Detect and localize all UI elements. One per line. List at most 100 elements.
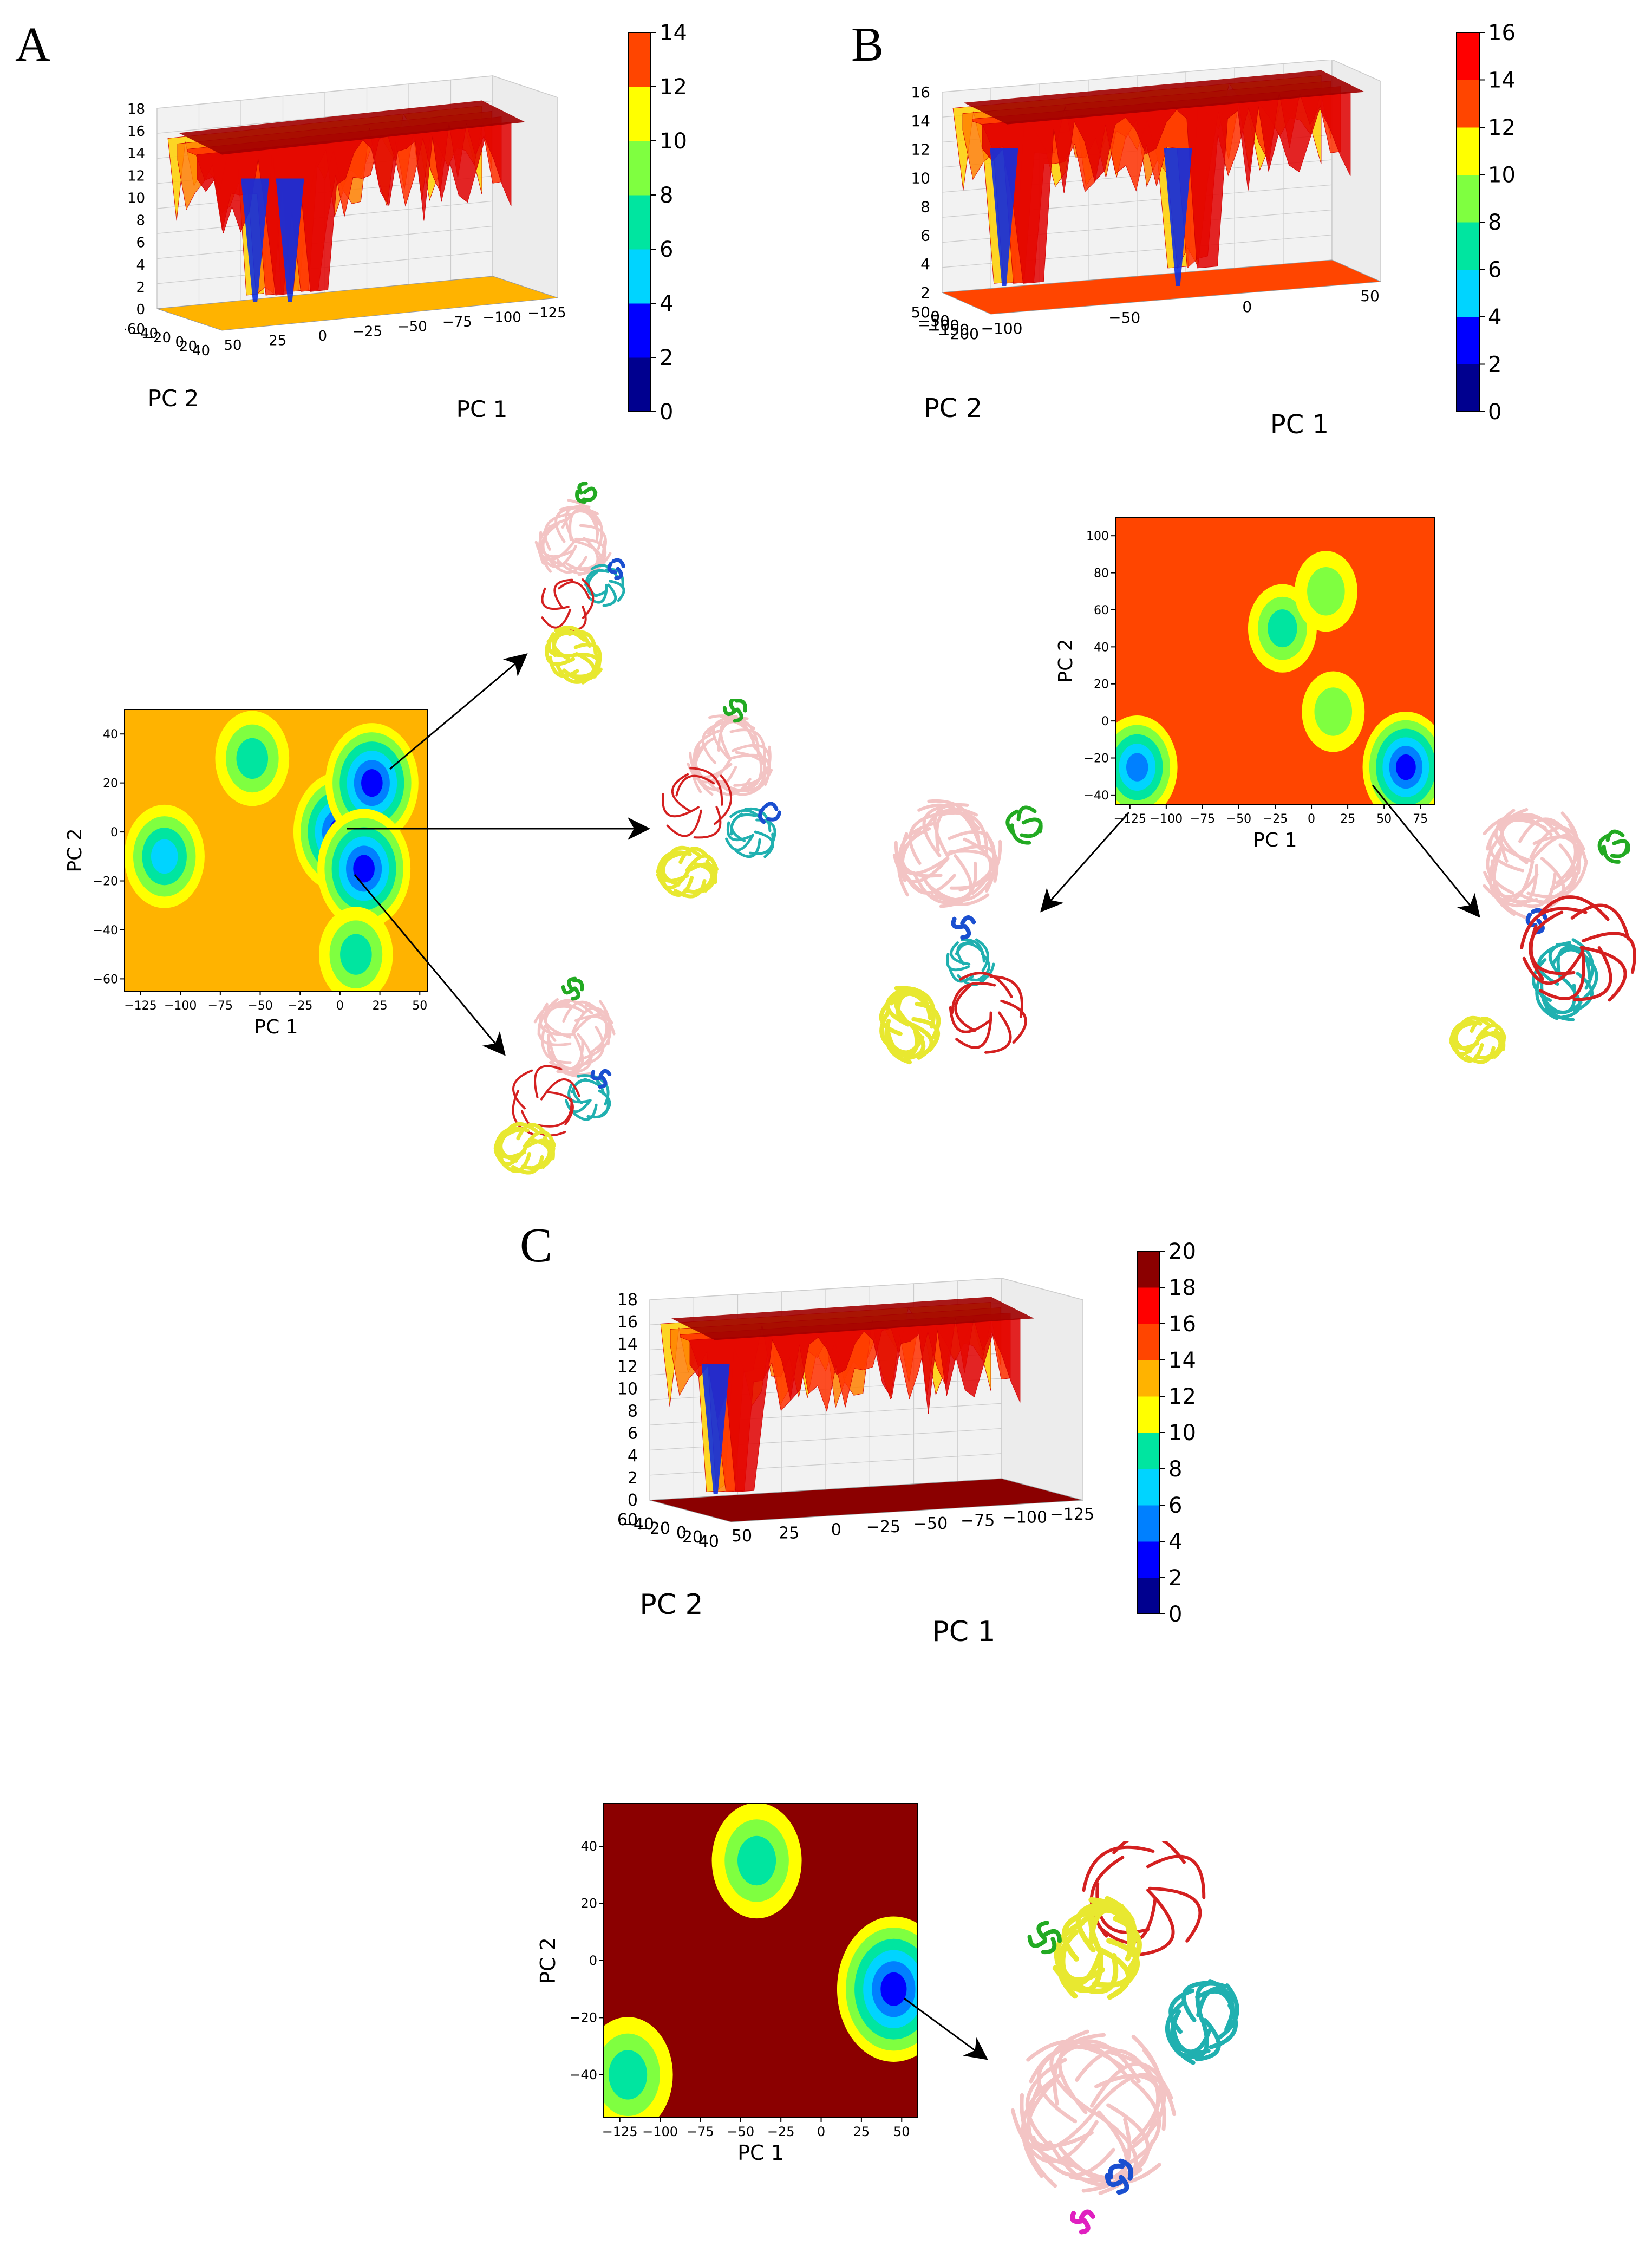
colorbar-segment (628, 357, 651, 412)
surface-axes: 024681012141618−60−40−200204050250−25−50… (617, 1278, 1094, 1646)
colorbar-segment (1457, 269, 1479, 317)
colorbar-tick-label: 0 (660, 400, 673, 420)
colorbar-segment (1137, 1469, 1160, 1506)
y-tick-label: −40 (620, 1515, 654, 1534)
protein-ribbon (664, 845, 701, 863)
protein-ribbon (1041, 1937, 1057, 1955)
protein-ribbon (1581, 953, 1598, 1001)
protein-ribbon (894, 986, 932, 1020)
protein-ribbon (582, 578, 595, 619)
protein-structure-b1 (879, 799, 1043, 1065)
protein-ribbon (1612, 839, 1630, 854)
colorbar-b: 0 2 4 6 8 10 12 14 16 (1456, 21, 1516, 420)
y-tick-label: −200 (937, 325, 979, 343)
protein-ribbon (744, 807, 772, 832)
protein-ribbon (1492, 851, 1528, 920)
x-tick-label: −100 (1003, 1508, 1047, 1527)
protein-ribbon (1118, 2158, 1134, 2181)
colorbar-segment (1457, 222, 1479, 270)
protein-ribbon (608, 580, 625, 602)
protein-ribbon (554, 626, 592, 648)
protein-ribbon (573, 1103, 598, 1121)
y-tick-label: −20 (1084, 752, 1109, 766)
protein-ribbon (1488, 843, 1516, 916)
protein-ribbon (911, 1017, 941, 1052)
protein-ribbon (572, 1013, 616, 1036)
protein-ribbon (1094, 2074, 1166, 2131)
colorbar-tick-label: 2 (1488, 353, 1501, 377)
protein-ribbon (959, 972, 1013, 999)
protein-ribbon (927, 799, 982, 850)
protein-ribbon (733, 707, 743, 723)
protein-ribbon (1146, 1854, 1206, 1899)
protein-ribbon (754, 830, 774, 858)
protein-ribbon (1207, 1979, 1235, 2032)
x-tick-label: −75 (1190, 812, 1215, 826)
colorbar-segment (1137, 1324, 1160, 1360)
y-tick-label: 0 (589, 1953, 597, 1968)
colorbar-tick-label: 8 (1488, 210, 1501, 235)
base-plane (156, 276, 558, 331)
protein-ribbon (1555, 811, 1580, 885)
protein-ribbon (541, 608, 572, 629)
z-tick-label: 6 (136, 235, 145, 251)
heatmap-frame (124, 709, 428, 992)
y-tick-label: 40 (192, 343, 210, 359)
protein-ribbon (1452, 1021, 1475, 1053)
protein-ribbon (541, 587, 570, 610)
y-tick-label: 60 (1094, 604, 1109, 617)
colorbar-a: 0 2 4 6 8 10 12 14 (628, 21, 687, 420)
colorbar-tick-label: 16 (1168, 1312, 1196, 1337)
y-tick-label: 20 (103, 777, 118, 791)
protein-ribbon (1089, 1856, 1125, 1938)
y-tick-label: 0 (110, 826, 118, 839)
protein-ribbon (1605, 829, 1625, 842)
surface-plateau (179, 100, 525, 155)
protein-ribbon (951, 916, 966, 929)
protein-ribbon (1125, 2048, 1166, 2153)
colorbar-tick-label: 2 (660, 346, 673, 370)
colorbar-tick-label: 0 (1488, 400, 1501, 420)
contour-level (1126, 753, 1148, 782)
z-tick-label: 10 (617, 1379, 638, 1398)
x-tick-label: −25 (1263, 812, 1288, 826)
colorbar-segment (1137, 1396, 1160, 1433)
protein-ribbon (714, 774, 733, 825)
x-tick-label: −25 (352, 323, 382, 340)
colorbar-tick-label: 12 (660, 75, 687, 100)
colorbar-segment (628, 195, 651, 250)
protein-structure-a3 (493, 976, 616, 1175)
protein-ribbon (917, 803, 980, 842)
z-tick-label: 2 (628, 1469, 638, 1488)
contour-level (353, 855, 375, 883)
base-plane (942, 259, 1381, 315)
protein-ribbon (545, 643, 576, 666)
protein-ribbon (984, 1011, 1012, 1054)
z-tick-label: 0 (136, 302, 145, 318)
colorbar-segment (1457, 32, 1479, 80)
protein-ribbon (1550, 823, 1582, 891)
y-tick-label: −20 (570, 2010, 597, 2025)
protein-ribbon (960, 924, 971, 940)
colorbar-segment (1137, 1578, 1160, 1614)
x-tick-label: 0 (318, 328, 327, 344)
arrow-a1 (389, 653, 528, 770)
x-tick-label: −75 (687, 2124, 714, 2139)
surface-minimum (276, 178, 304, 302)
protein-ribbon (583, 486, 598, 497)
y-axis-label: PC 2 (64, 828, 86, 872)
x-tick-label: 25 (1340, 812, 1355, 826)
x-tick-label: −25 (866, 1518, 900, 1537)
protein-ribbon (575, 490, 587, 504)
base-plane (649, 1478, 1083, 1522)
surface-plot-a: 024681012141618−60−40−200204050250−25−50… (125, 75, 566, 417)
protein-ribbon (1147, 1886, 1202, 1943)
protein-ribbon (885, 988, 910, 1027)
protein-ribbon (530, 1136, 552, 1170)
protein-ribbon (598, 1069, 612, 1078)
x-tick-label: −100 (981, 320, 1023, 337)
x-axis-label: PC 1 (1270, 409, 1329, 439)
x-tick-label: 0 (336, 999, 344, 1013)
protein-ribbon (766, 810, 781, 822)
protein-structure-b2 (1449, 808, 1636, 1064)
